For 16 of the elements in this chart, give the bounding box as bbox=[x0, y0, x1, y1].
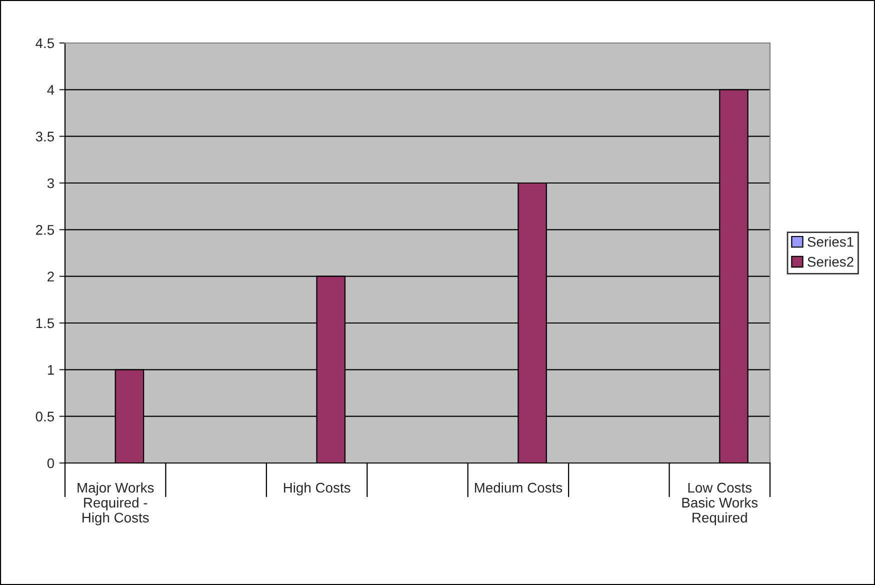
y-tick-label: 3 bbox=[47, 178, 54, 188]
y-tick-label: 2.5 bbox=[36, 225, 54, 235]
y-tick-label: 4.5 bbox=[36, 38, 54, 48]
x-tick-label: Major Works Required - High Costs bbox=[78, 482, 154, 526]
y-tick-label: 1 bbox=[48, 365, 54, 375]
x-tick-label: Medium Costs bbox=[474, 482, 562, 493]
y-tick-label: 1.5 bbox=[36, 318, 54, 328]
x-tick-label: High Costs bbox=[284, 482, 350, 496]
x-tick-label: Low Costs Basic Works Required bbox=[682, 482, 758, 526]
y-tick-label: 0 bbox=[47, 458, 54, 468]
legend-label: Series2 bbox=[808, 256, 854, 267]
legend-label: Series1 bbox=[808, 236, 854, 247]
y-tick-label: 0.5 bbox=[36, 412, 54, 422]
y-tick-label: 4 bbox=[47, 85, 54, 95]
y-tick-label: 2 bbox=[48, 272, 54, 282]
y-tick-label: 3.5 bbox=[36, 132, 54, 142]
